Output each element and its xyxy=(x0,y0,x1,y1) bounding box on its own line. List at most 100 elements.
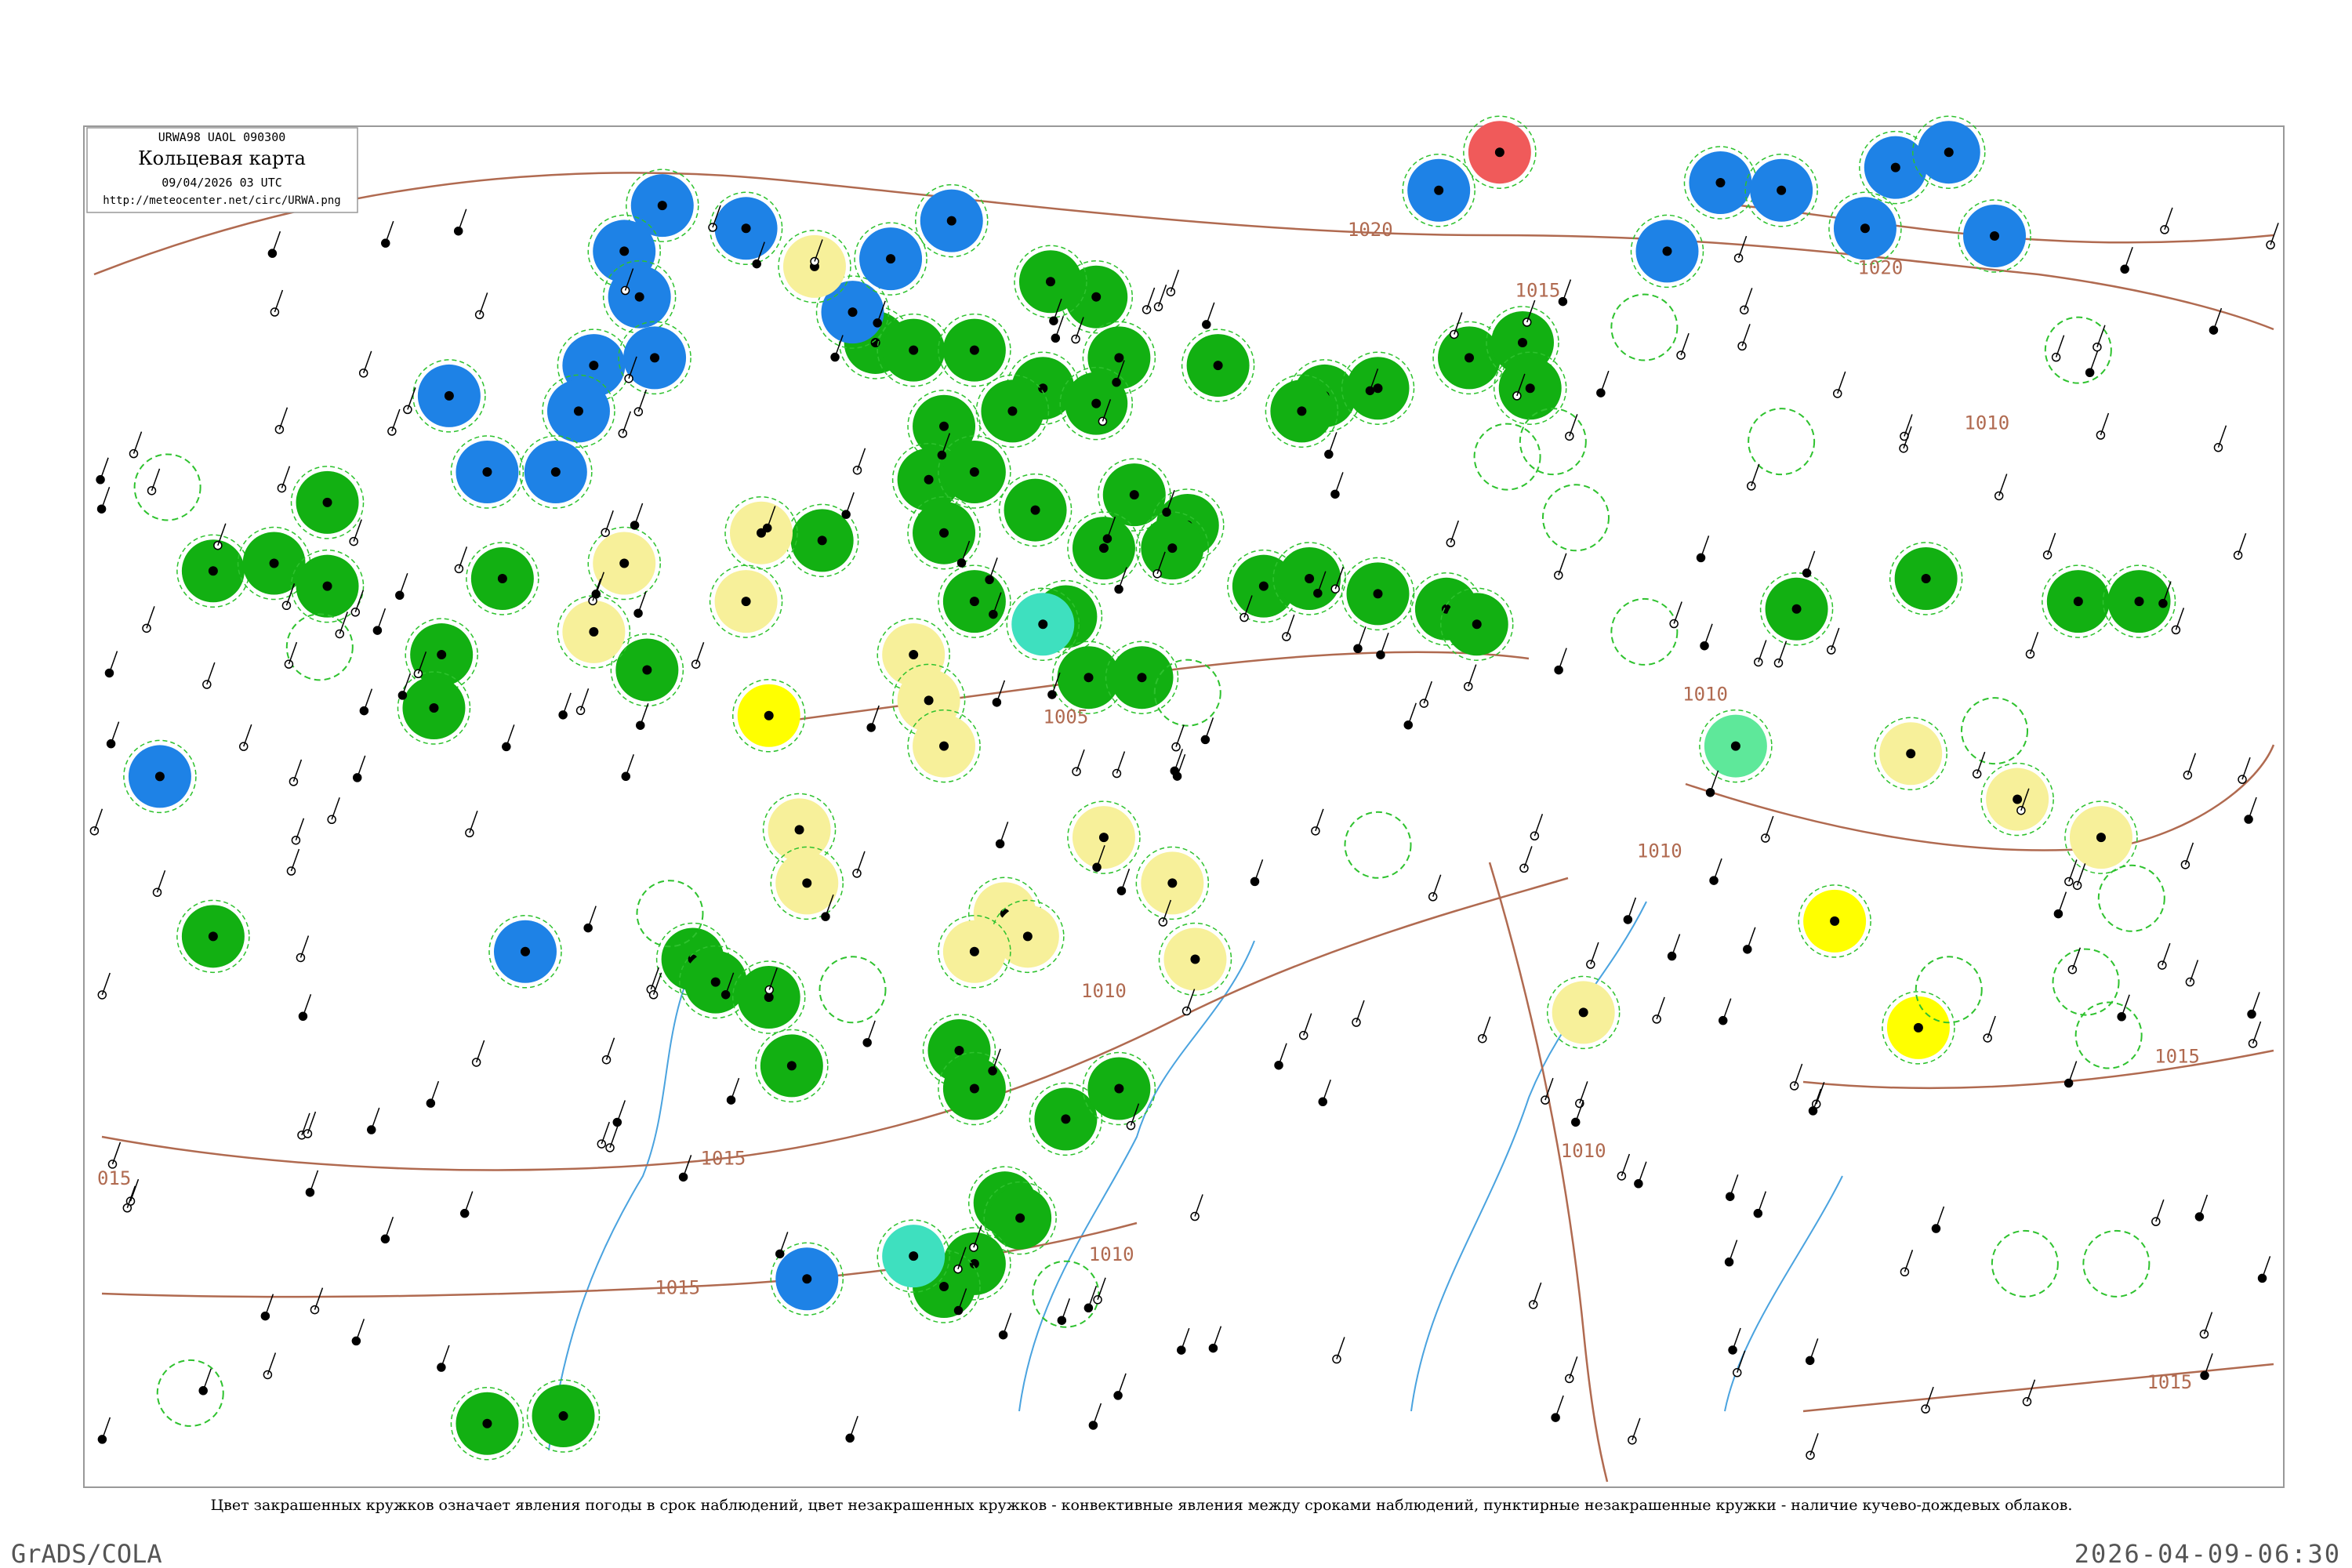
wind-barb xyxy=(357,755,366,779)
wind-barb xyxy=(845,492,855,515)
isobar-label: 1010 xyxy=(1964,412,2009,434)
station-dot xyxy=(1906,749,1916,759)
wind-barb xyxy=(1145,287,1156,310)
wind-barb xyxy=(579,688,590,711)
wind-barb xyxy=(2261,1256,2271,1279)
dashed-ring xyxy=(1439,587,1514,661)
wind-barb xyxy=(108,651,118,673)
dashed-ring xyxy=(1915,956,1983,1024)
station-dot xyxy=(1091,292,1102,302)
wind-barb xyxy=(628,356,637,379)
wind-barb xyxy=(2248,797,2257,820)
wind-barb xyxy=(1671,934,1681,956)
wind-barb xyxy=(1765,815,1774,839)
station-dot xyxy=(482,467,492,477)
wind-barb xyxy=(1704,623,1713,646)
station-dot xyxy=(550,467,561,477)
wind-barb xyxy=(957,1288,967,1311)
wind-barb xyxy=(1254,859,1264,882)
wind-barb xyxy=(331,797,340,820)
dashed-ring xyxy=(1029,1082,1103,1156)
station-dot xyxy=(1137,673,1147,683)
wind-barb xyxy=(866,1020,876,1044)
isobar-label: 1010 xyxy=(1089,1243,1134,1265)
wind-barb xyxy=(2068,859,2078,882)
wind-barb xyxy=(1544,1077,1554,1101)
station-dot xyxy=(208,931,218,942)
station-dot xyxy=(954,1045,964,1055)
dashed-ring xyxy=(1105,641,1179,714)
station-dot xyxy=(2013,794,2023,804)
wind-barb xyxy=(768,967,778,990)
wind-barb xyxy=(2162,581,2172,604)
wind-barb xyxy=(1831,627,1840,651)
isobar-label: 015 xyxy=(97,1167,131,1189)
wind-barb xyxy=(856,851,866,874)
wind-barb xyxy=(1243,595,1253,618)
wind-barb xyxy=(2067,1061,2078,1083)
wind-barb xyxy=(206,662,216,685)
wind-barb xyxy=(1174,749,1183,771)
wind-barb xyxy=(355,1319,365,1341)
wind-barb xyxy=(622,411,631,434)
isobar-label: 1015 xyxy=(701,1148,746,1170)
wind-barb xyxy=(1185,989,1196,1011)
dashed-ring xyxy=(636,880,704,948)
wind-barb xyxy=(1482,1016,1491,1039)
wind-barb xyxy=(834,335,844,358)
wind-barb xyxy=(1806,550,1816,574)
station-dot xyxy=(322,497,332,507)
dashed-ring xyxy=(1958,199,2031,273)
wind-barb xyxy=(376,608,387,631)
dashed-ring xyxy=(1006,587,1080,661)
station-dot xyxy=(969,1083,979,1094)
isobar-label: 1010 xyxy=(1682,683,1728,705)
wind-barb xyxy=(2237,532,2247,556)
station-dot xyxy=(764,710,774,720)
wind-barb xyxy=(1935,1206,1945,1229)
wind-barb xyxy=(604,510,614,533)
wind-barb xyxy=(730,1077,740,1101)
wind-barb xyxy=(1116,751,1126,774)
isobar-label: 1010 xyxy=(1081,980,1127,1002)
software-label: GrADS/COLA xyxy=(11,1539,162,1568)
wind-barb xyxy=(1987,1015,1996,1039)
wind-barb xyxy=(2204,1353,2213,1376)
wind-barb xyxy=(274,289,284,313)
wind-barb xyxy=(156,869,166,893)
dashed-ring xyxy=(2097,864,2165,932)
wind-barb xyxy=(1002,1312,1012,1335)
dashed-ring xyxy=(907,709,981,783)
dashed-ring xyxy=(1874,717,1947,791)
wind-barb xyxy=(126,1185,136,1209)
wind-barb xyxy=(1369,368,1379,391)
dashed-ring xyxy=(1082,1051,1156,1126)
wind-barb xyxy=(1286,614,1295,637)
wind-barb xyxy=(1106,516,1116,539)
wind-barb xyxy=(1450,520,1460,543)
wind-barb xyxy=(1454,312,1463,335)
dashed-ring xyxy=(2044,316,2112,384)
station-dot xyxy=(1472,619,1482,630)
wind-barb xyxy=(1194,1194,1203,1217)
wind-barb xyxy=(478,292,488,315)
station-dot xyxy=(969,946,979,956)
wind-barb xyxy=(1632,1417,1641,1441)
wind-barb xyxy=(877,300,886,324)
wind-barb xyxy=(302,994,312,1017)
dashed-ring xyxy=(1135,846,1210,920)
header-datetime: 09/04/2026 03 UTC xyxy=(162,176,282,190)
isobar-label: 1010 xyxy=(1637,840,1682,862)
wind-barb xyxy=(1328,432,1338,455)
station-dot xyxy=(924,695,934,706)
wind-barb xyxy=(1334,472,1344,495)
wind-barb xyxy=(1751,463,1760,487)
wind-barb xyxy=(202,1368,212,1392)
dashed-ring xyxy=(1473,423,1541,491)
wind-barb xyxy=(1212,1326,1222,1348)
wind-barb xyxy=(1700,535,1710,558)
dashed-ring xyxy=(983,1181,1057,1255)
station-dot xyxy=(969,467,979,477)
wind-barb xyxy=(1096,844,1105,868)
